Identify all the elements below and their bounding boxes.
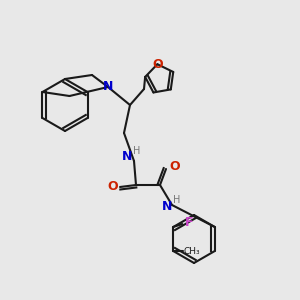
Text: O: O — [170, 160, 180, 173]
Text: N: N — [103, 80, 113, 94]
Text: N: N — [162, 200, 172, 214]
Text: O: O — [152, 58, 163, 71]
Text: F: F — [185, 217, 194, 230]
Text: H: H — [133, 146, 141, 156]
Text: H: H — [173, 195, 181, 205]
Text: N: N — [122, 151, 132, 164]
Text: CH₃: CH₃ — [184, 247, 200, 256]
Text: O: O — [108, 181, 118, 194]
